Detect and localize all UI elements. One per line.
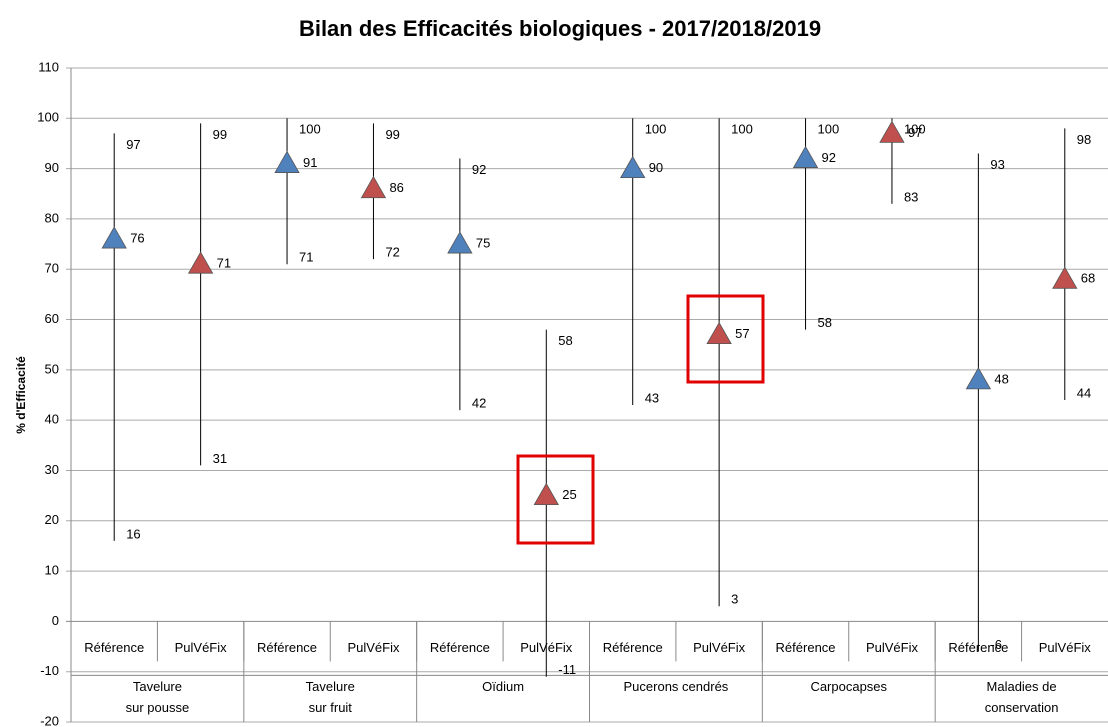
x-tick-label: Référence	[257, 640, 317, 655]
highlight-box	[516, 454, 595, 545]
value-label: 91	[303, 155, 317, 170]
x-tick-label: Référence	[776, 640, 836, 655]
y-tick-label: -20	[40, 713, 59, 727]
low-label: 72	[385, 245, 399, 260]
y-tick-label: 20	[45, 512, 59, 527]
value-label: 76	[130, 230, 144, 245]
y-tick-label: 30	[45, 462, 59, 477]
y-tick-label: 110	[38, 59, 59, 74]
value-label: 92	[822, 150, 836, 165]
marker	[101, 226, 127, 249]
x-tick-label: Référence	[430, 640, 490, 655]
y-tick-label: 0	[52, 613, 59, 628]
value-label: 86	[389, 180, 403, 195]
y-tick-label: 80	[45, 210, 59, 225]
highlight-box	[686, 294, 765, 384]
x-tick-label: Référence	[84, 640, 144, 655]
y-tick-label: 70	[45, 261, 59, 276]
y-axis-title: % d'Efficacité	[14, 356, 28, 434]
high-label: 100	[904, 122, 926, 137]
high-label: 58	[558, 333, 572, 348]
group-label: Tavelure	[133, 679, 182, 694]
y-tick-label: 40	[45, 412, 59, 427]
group-label: Tavelure	[306, 679, 355, 694]
marker	[792, 145, 819, 168]
y-tick-label: 10	[45, 563, 59, 578]
value-label: 48	[994, 371, 1008, 386]
chart-title: Bilan des Efficacités biologiques - 2017…	[299, 16, 821, 41]
high-label: 100	[645, 122, 667, 137]
low-label: -11	[558, 662, 576, 677]
group-label: sur pousse	[126, 700, 190, 715]
low-label: 71	[299, 250, 313, 265]
low-label: 3	[731, 592, 738, 607]
marker	[360, 175, 387, 199]
high-label: 99	[213, 127, 227, 142]
value-label: 68	[1081, 271, 1095, 286]
low-label: 42	[472, 396, 486, 411]
x-tick-label: PulVéFix	[693, 640, 746, 655]
low-label: -6	[990, 637, 1002, 652]
low-label: 44	[1077, 385, 1091, 400]
marker	[533, 482, 559, 506]
marker	[879, 120, 905, 143]
low-label: 43	[645, 390, 659, 405]
low-label: 83	[904, 189, 918, 204]
value-label: 57	[735, 326, 749, 341]
high-label: 99	[385, 127, 399, 142]
value-label: 25	[562, 487, 576, 502]
marker	[274, 150, 300, 173]
marker	[447, 231, 473, 254]
group-label: Pucerons cendrés	[624, 679, 729, 694]
high-label: 92	[472, 162, 486, 177]
high-label: 93	[990, 157, 1004, 172]
group-label: conservation	[985, 700, 1059, 715]
x-tick-label: PulVéFix	[1039, 640, 1092, 655]
value-label: 75	[476, 236, 490, 251]
high-label: 100	[299, 122, 321, 137]
x-tick-label: PulVéFix	[347, 640, 400, 655]
marker	[1052, 266, 1078, 289]
low-label: 31	[213, 451, 227, 466]
y-tick-label: -10	[40, 663, 59, 678]
marker	[620, 155, 646, 179]
low-label: 58	[818, 315, 832, 330]
group-label: sur fruit	[309, 700, 353, 715]
high-label: 100	[818, 122, 840, 137]
group-label: Carpocapses	[810, 679, 887, 694]
value-label: 97	[908, 125, 922, 140]
x-tick-label: PulVéFix	[175, 640, 228, 655]
y-tick-label: 100	[37, 110, 59, 125]
value-label: 71	[217, 256, 231, 271]
low-label: 16	[126, 526, 140, 541]
marker	[706, 321, 732, 345]
group-label: Oïdium	[482, 679, 524, 694]
x-tick-label: PulVéFix	[866, 640, 919, 655]
high-label: 98	[1077, 132, 1091, 147]
marker	[187, 251, 214, 274]
high-label: 100	[731, 122, 753, 137]
marker	[965, 367, 992, 390]
y-tick-label: 50	[45, 361, 59, 376]
value-label: 90	[649, 160, 663, 175]
y-tick-label: 90	[45, 160, 59, 175]
y-tick-label: 60	[45, 311, 59, 326]
group-label: Maladies de	[987, 679, 1057, 694]
high-label: 97	[126, 137, 140, 152]
x-tick-label: Référence	[603, 640, 663, 655]
